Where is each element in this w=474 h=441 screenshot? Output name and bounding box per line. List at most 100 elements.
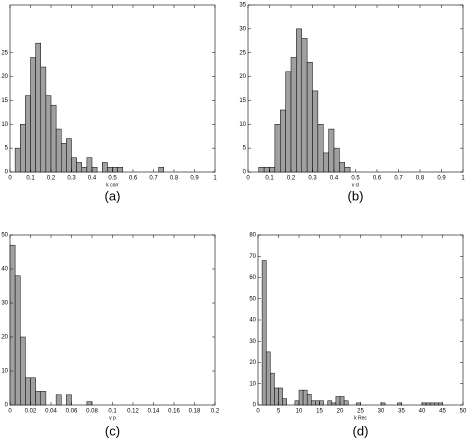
bar [14,147,21,173]
x-tick-label: 0.12 [127,409,139,415]
x-axis-label: k Rec [354,415,367,421]
x-tick-label: 0.3 [67,176,76,182]
y-tick-label: 30 [239,26,246,32]
bar [91,166,98,173]
x-tick-label: 0.04 [45,409,57,415]
y-tick-label: 20 [239,74,246,80]
x-tick-label: 0.1 [108,409,117,415]
bar [339,162,345,173]
x-tick-label: 0.16 [168,409,180,415]
bar [302,389,308,406]
bar [434,402,439,406]
bar [45,95,52,173]
bar [265,351,271,406]
bar [327,400,333,406]
y-tick-label: 20 [249,360,256,366]
bar [380,402,386,406]
y-tick-label: 10 [239,122,246,128]
caption: (d) [353,423,369,438]
x-tick-label: 0.14 [148,409,160,415]
y-tick-label: 25 [239,50,246,56]
x-tick-label: 25 [357,409,364,415]
bar [86,401,93,406]
bar [306,62,313,173]
bar [294,400,300,406]
y-tick-label: 20 [1,335,8,341]
bar [301,38,308,173]
x-tick-label: 0.2 [47,176,56,182]
y-tick-label: 70 [249,254,256,260]
bar [311,400,316,406]
y-tick-label: 10 [1,122,8,128]
y-tick-label: 60 [249,275,256,281]
bar [14,275,21,406]
caption: (c) [105,423,120,438]
bar [323,152,329,173]
bar [315,400,320,406]
bar [312,90,319,173]
bar [25,95,31,173]
y-tick-label: 15 [239,98,246,104]
x-tick-label: 40 [419,409,426,415]
y-tick-label: 80 [249,233,256,239]
bar [86,157,93,173]
x-axis-label: k corr [106,182,119,188]
plot-area [9,234,216,406]
x-tick-label: 0.9 [190,176,199,182]
x-tick-label: 0.08 [86,409,98,415]
bar [35,42,41,173]
bar [112,166,118,173]
x-tick-label: 0.6 [129,176,138,182]
caption: (a) [105,188,121,203]
bar [35,391,41,406]
bar [319,400,324,406]
bar [343,400,349,406]
x-tick-label: 0.7 [149,176,158,182]
x-tick-label: 0.1 [26,176,35,182]
x-tick-label: 50 [460,409,467,415]
bar [356,402,361,406]
x-tick-label: 0 [8,176,12,182]
bar [280,109,286,173]
y-tick-label: 50 [249,296,256,302]
bar [117,166,123,173]
y-tick-label: 5 [243,146,247,152]
bar [282,398,287,406]
bar [274,124,281,173]
bar [421,402,427,406]
y-tick-label: 25 [1,50,8,56]
x-tick-label: 30 [378,409,385,415]
bar [298,389,304,406]
y-tick-label: 10 [249,381,256,387]
x-tick-label: 0 [8,409,12,415]
bar [397,402,402,406]
bar [40,66,47,173]
bar [269,166,276,173]
x-tick-label: 0.3 [308,176,317,182]
bar [20,336,26,406]
x-tick-label: 0.4 [88,176,97,182]
bar [81,166,88,173]
x-tick-label: 10 [296,409,303,415]
x-tick-label: 0.02 [25,409,37,415]
bar [61,143,67,173]
x-axis-label: v cl [352,182,360,188]
bar [66,138,72,173]
bar [270,372,275,406]
bar [71,157,77,173]
x-tick-label: 0 [256,409,260,415]
x-tick-label: 0.06 [66,409,78,415]
x-tick-label: 0 [246,176,250,182]
x-tick-label: 0.8 [416,176,425,182]
bar [290,57,297,173]
y-tick-label: 10 [1,369,8,375]
x-tick-label: 1 [213,176,217,182]
x-tick-label: 45 [439,409,446,415]
y-tick-label: 0 [5,170,9,176]
x-tick-label: 0.6 [373,176,382,182]
caption: (b) [348,188,364,203]
bar [285,71,292,173]
y-tick-label: 35 [239,3,246,9]
x-tick-label: 0.9 [437,176,446,182]
